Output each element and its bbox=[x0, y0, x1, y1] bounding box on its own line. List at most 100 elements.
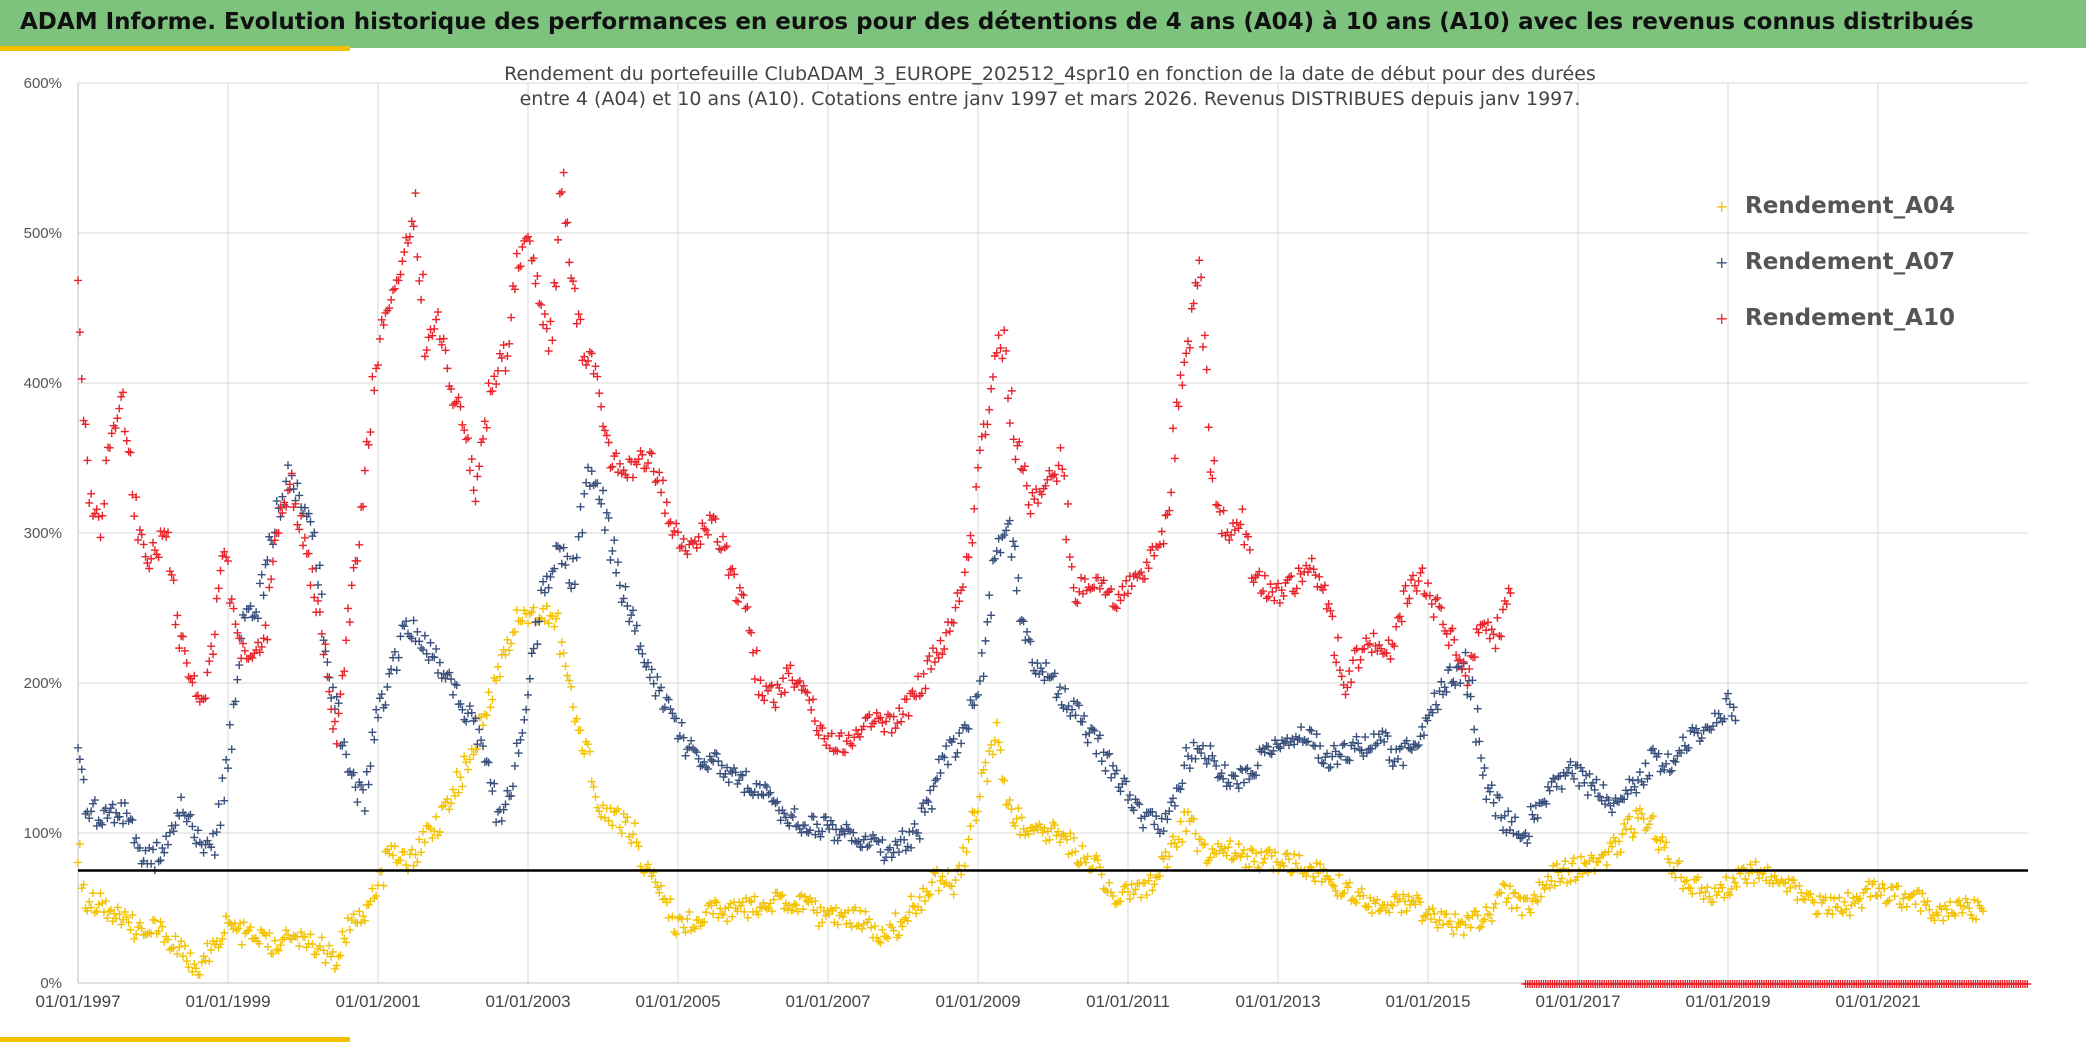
marker-a10 bbox=[218, 551, 227, 560]
marker-a07 bbox=[392, 666, 401, 675]
marker-a04 bbox=[679, 923, 688, 932]
marker-a04 bbox=[79, 880, 88, 889]
marker-a10 bbox=[726, 565, 735, 574]
marker-a10 bbox=[1390, 642, 1399, 651]
marker-a10 bbox=[1485, 634, 1494, 643]
marker-a07 bbox=[876, 848, 885, 857]
marker-a10 bbox=[855, 732, 864, 741]
marker-a04 bbox=[983, 777, 992, 786]
marker-a04 bbox=[265, 929, 274, 938]
marker-a07 bbox=[1140, 812, 1149, 821]
marker-a04 bbox=[1824, 905, 1833, 914]
marker-a10 bbox=[593, 372, 602, 381]
marker-a10 bbox=[580, 352, 589, 361]
marker-a04 bbox=[608, 821, 617, 830]
marker-a07 bbox=[1226, 782, 1235, 791]
marker-a07 bbox=[645, 673, 654, 682]
marker-a10 bbox=[1247, 574, 1256, 583]
marker-a07 bbox=[949, 734, 958, 743]
marker-a07 bbox=[593, 479, 602, 488]
marker-a07 bbox=[293, 479, 302, 488]
marker-a04 bbox=[1418, 916, 1427, 925]
marker-a04 bbox=[270, 936, 279, 945]
marker-a10 bbox=[1210, 456, 1219, 465]
marker-a10 bbox=[462, 435, 471, 444]
marker-a04 bbox=[1124, 887, 1132, 896]
marker-a07 bbox=[1649, 744, 1657, 753]
marker-a04 bbox=[1911, 900, 1920, 909]
marker-a07 bbox=[1154, 825, 1162, 834]
marker-a04 bbox=[781, 899, 790, 908]
marker-a07 bbox=[938, 752, 947, 761]
marker-a10 bbox=[1062, 535, 1071, 544]
marker-a04 bbox=[364, 900, 373, 909]
marker-a07 bbox=[1423, 716, 1432, 725]
marker-a10 bbox=[1045, 466, 1054, 475]
marker-a07 bbox=[1253, 761, 1262, 770]
marker-a07 bbox=[1326, 763, 1335, 772]
marker-a10 bbox=[162, 532, 171, 541]
marker-a10 bbox=[267, 575, 276, 584]
marker-a04 bbox=[1193, 847, 1202, 856]
marker-a10 bbox=[1028, 488, 1037, 497]
marker-a10 bbox=[1506, 589, 1515, 597]
marker-a04 bbox=[1234, 840, 1243, 849]
marker-a04 bbox=[826, 904, 835, 913]
marker-a04 bbox=[355, 907, 364, 916]
marker-a07 bbox=[662, 693, 671, 702]
marker-a07 bbox=[1307, 726, 1316, 735]
marker-a10 bbox=[1137, 568, 1146, 577]
marker-a10 bbox=[75, 328, 84, 337]
marker-a04 bbox=[927, 878, 936, 887]
marker-a04 bbox=[813, 908, 822, 917]
marker-a10 bbox=[1204, 423, 1213, 432]
marker-a07 bbox=[630, 626, 639, 635]
marker-a10 bbox=[1452, 651, 1461, 660]
marker-a10 bbox=[1161, 511, 1170, 520]
marker-a04 bbox=[325, 941, 334, 950]
marker-a10 bbox=[606, 463, 615, 472]
marker-a04 bbox=[707, 901, 716, 910]
marker-a04 bbox=[488, 695, 497, 704]
marker-a04 bbox=[503, 635, 512, 644]
marker-a04 bbox=[799, 905, 808, 914]
marker-a04 bbox=[647, 872, 656, 881]
marker-a04 bbox=[847, 923, 856, 932]
marker-a10 bbox=[340, 667, 349, 676]
marker-a04 bbox=[597, 812, 606, 821]
marker-a07 bbox=[990, 554, 999, 563]
marker-a07 bbox=[962, 724, 971, 733]
marker-a07 bbox=[788, 812, 797, 821]
marker-a04 bbox=[1361, 901, 1370, 910]
marker-a04 bbox=[276, 941, 285, 950]
marker-a04 bbox=[1227, 855, 1236, 864]
marker-a07 bbox=[224, 764, 232, 773]
marker-a04 bbox=[689, 923, 697, 932]
marker-a04 bbox=[1222, 851, 1231, 860]
marker-a04 bbox=[1137, 893, 1146, 902]
marker-a10 bbox=[353, 557, 362, 566]
marker-a04 bbox=[85, 897, 94, 906]
marker-a07 bbox=[1632, 788, 1641, 797]
marker-a10 bbox=[1214, 501, 1222, 510]
marker-a04 bbox=[75, 840, 84, 849]
marker-a04 bbox=[439, 801, 448, 810]
marker-a07 bbox=[1428, 708, 1437, 717]
marker-a04 bbox=[757, 903, 766, 912]
marker-a07 bbox=[608, 546, 617, 555]
marker-a10 bbox=[750, 675, 759, 684]
marker-a04 bbox=[949, 890, 958, 899]
marker-a04 bbox=[510, 627, 519, 636]
marker-a07 bbox=[1641, 759, 1650, 768]
marker-a10 bbox=[1461, 671, 1470, 680]
marker-a07 bbox=[458, 705, 467, 714]
marker-a04 bbox=[1131, 885, 1140, 894]
marker-a10 bbox=[280, 498, 289, 507]
marker-a04 bbox=[552, 614, 561, 623]
marker-a10 bbox=[405, 232, 414, 241]
marker-a04 bbox=[1414, 894, 1423, 903]
marker-a07 bbox=[1545, 786, 1554, 795]
marker-a07 bbox=[629, 606, 637, 615]
marker-a10 bbox=[1086, 585, 1095, 594]
marker-a04 bbox=[96, 889, 105, 898]
